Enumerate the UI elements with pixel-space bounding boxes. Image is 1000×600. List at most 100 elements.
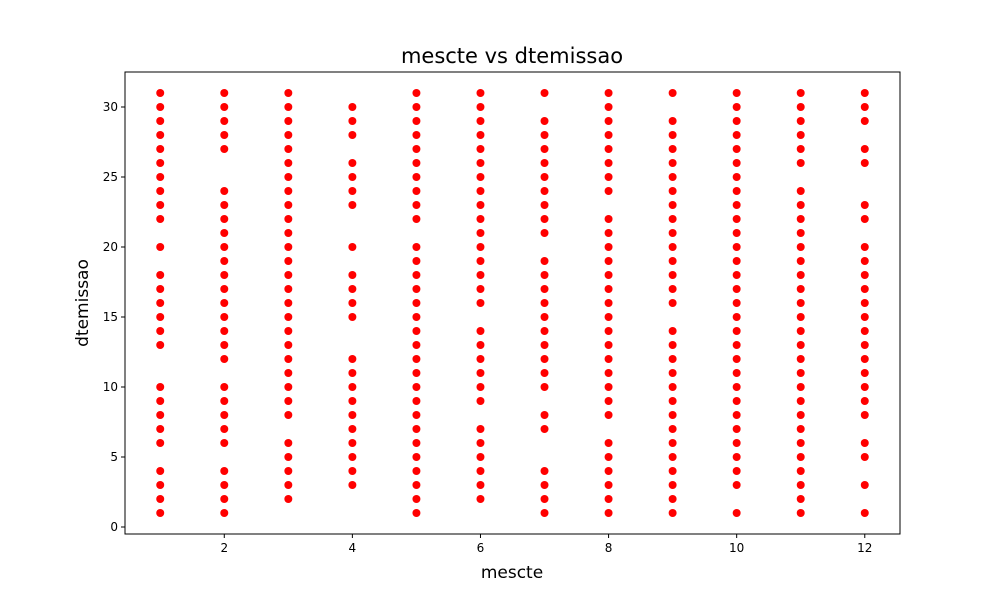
data-point [540, 481, 549, 489]
data-point [668, 439, 677, 447]
data-point [668, 341, 677, 349]
data-point [604, 313, 613, 321]
data-point [860, 411, 869, 419]
data-point [348, 425, 357, 433]
data-point [668, 89, 677, 97]
data-point [156, 481, 165, 489]
data-point [156, 89, 165, 97]
data-point [348, 313, 357, 321]
data-point [412, 453, 421, 461]
data-point [668, 299, 677, 307]
data-point [604, 145, 613, 153]
data-point [796, 229, 805, 237]
x-tick-label: 8 [605, 541, 613, 555]
data-point [412, 411, 421, 419]
data-point [604, 173, 613, 181]
data-point [412, 215, 421, 223]
data-point [284, 145, 293, 153]
data-point [348, 173, 357, 181]
data-point [284, 243, 293, 251]
data-point [284, 159, 293, 167]
data-point [284, 229, 293, 237]
data-point [540, 117, 549, 125]
data-point [348, 467, 357, 475]
data-point [284, 495, 293, 503]
data-point [156, 383, 165, 391]
data-point [860, 117, 869, 125]
data-point [412, 131, 421, 139]
data-point [540, 215, 549, 223]
data-point [476, 145, 485, 153]
x-tick-label: 12 [857, 541, 872, 555]
data-point [668, 145, 677, 153]
data-point [284, 411, 293, 419]
data-point [732, 355, 741, 363]
chart-title: mescte vs dtemissao [401, 44, 623, 68]
data-point [668, 173, 677, 181]
data-point [220, 341, 229, 349]
data-point [412, 327, 421, 335]
data-point [860, 341, 869, 349]
data-point [732, 397, 741, 405]
x-tick-label: 2 [220, 541, 228, 555]
data-point [476, 257, 485, 265]
data-point [668, 327, 677, 335]
data-point [796, 397, 805, 405]
data-point [732, 467, 741, 475]
data-point [476, 453, 485, 461]
data-point [732, 299, 741, 307]
data-point [604, 327, 613, 335]
data-point [668, 243, 677, 251]
data-point [220, 187, 229, 195]
data-point [156, 495, 165, 503]
data-point [220, 299, 229, 307]
data-point [860, 299, 869, 307]
data-point [220, 509, 229, 517]
data-point [604, 481, 613, 489]
data-point [604, 89, 613, 97]
data-point [156, 159, 165, 167]
data-point [476, 425, 485, 433]
data-point [220, 103, 229, 111]
y-tick-label: 0 [110, 520, 118, 534]
data-point [412, 341, 421, 349]
data-point [476, 481, 485, 489]
data-point [476, 173, 485, 181]
data-point [220, 411, 229, 419]
data-point [220, 467, 229, 475]
data-point [540, 313, 549, 321]
data-point [604, 299, 613, 307]
data-point [156, 299, 165, 307]
data-point [732, 481, 741, 489]
data-point [796, 453, 805, 461]
data-point [540, 383, 549, 391]
data-point [732, 145, 741, 153]
data-point [348, 131, 357, 139]
data-point [412, 383, 421, 391]
data-point [604, 369, 613, 377]
data-point [668, 495, 677, 503]
data-point [604, 397, 613, 405]
data-point [796, 89, 805, 97]
data-point [156, 117, 165, 125]
data-point [284, 89, 293, 97]
data-point [604, 355, 613, 363]
data-point [156, 285, 165, 293]
data-point [348, 439, 357, 447]
data-point [284, 383, 293, 391]
data-point [668, 201, 677, 209]
data-point [668, 509, 677, 517]
data-point [604, 467, 613, 475]
data-point [540, 509, 549, 517]
data-point [412, 285, 421, 293]
data-point [156, 271, 165, 279]
data-point [732, 215, 741, 223]
data-point [668, 159, 677, 167]
data-point [860, 481, 869, 489]
data-point [284, 481, 293, 489]
data-point [348, 201, 357, 209]
y-tick-label: 20 [103, 240, 118, 254]
data-point [476, 369, 485, 377]
data-point [860, 383, 869, 391]
